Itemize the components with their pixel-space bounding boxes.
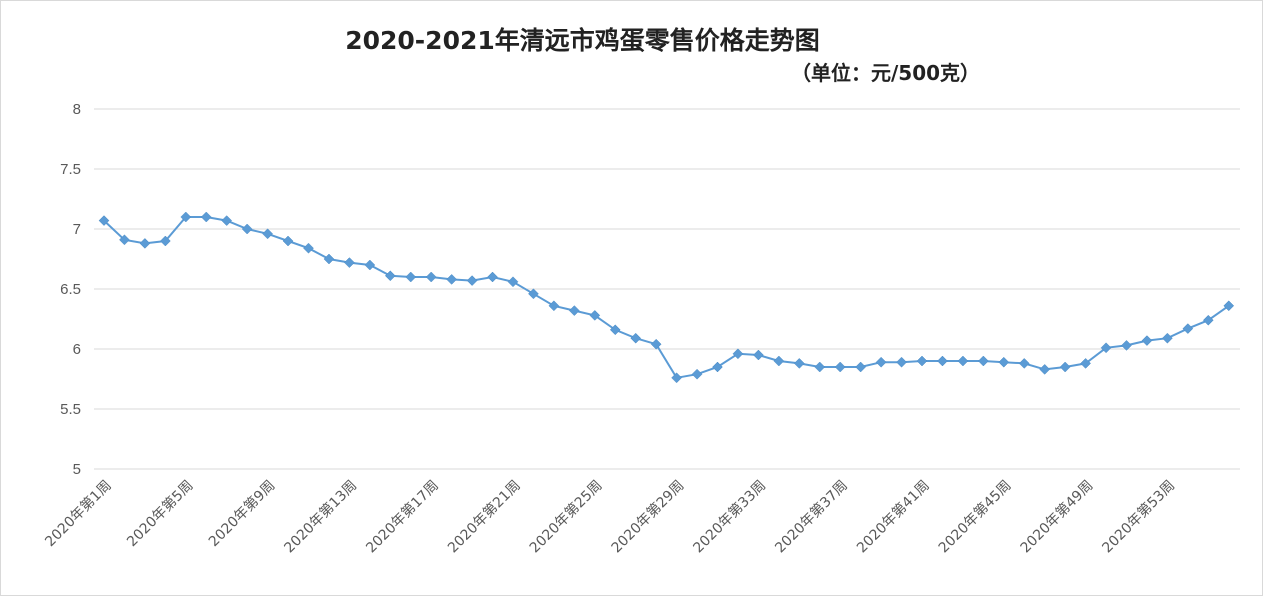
x-tick-label: 2020年第13周 xyxy=(281,477,361,557)
x-tick-label: 2020年第33周 xyxy=(690,477,770,557)
data-point xyxy=(344,257,355,268)
data-point xyxy=(425,271,437,283)
x-tick-label: 2020年第29周 xyxy=(608,477,688,557)
x-tick-label: 2020年第41周 xyxy=(853,477,933,557)
data-point xyxy=(507,276,519,288)
x-tick-label: 2020年第21周 xyxy=(444,477,524,557)
data-point xyxy=(548,300,560,312)
y-tick-label: 5.5 xyxy=(60,401,81,418)
chart-subtitle: （单位：元/500克） xyxy=(791,61,981,85)
data-point xyxy=(834,361,846,373)
data-point xyxy=(98,215,110,226)
series-egg-price xyxy=(98,211,1235,384)
data-point xyxy=(650,338,662,350)
data-point xyxy=(303,242,314,254)
data-point xyxy=(875,356,887,368)
data-point xyxy=(528,288,539,300)
data-point xyxy=(1182,323,1194,334)
x-tick-label: 2020年第17周 xyxy=(363,477,443,557)
data-point xyxy=(487,271,498,283)
data-point xyxy=(568,305,580,316)
data-point xyxy=(1080,358,1091,369)
data-point xyxy=(773,355,785,367)
chart-title: 2020-2021年清远市鸡蛋零售价格走势图 xyxy=(345,26,820,55)
data-point xyxy=(139,238,151,249)
data-point xyxy=(937,355,948,367)
data-point xyxy=(1039,364,1051,375)
x-axis-ticks: 2020年第1周 2020年第5周 2020年第9周 2020年第13周 2020年第1… xyxy=(42,477,1179,557)
data-point xyxy=(671,372,682,384)
x-tick-label: 2020年第53周 xyxy=(1099,477,1179,557)
x-tick-label: 2020年第5周 xyxy=(123,477,196,550)
y-tick-label: 6 xyxy=(73,341,81,358)
data-point xyxy=(691,368,703,380)
data-point xyxy=(1202,314,1214,326)
data-point xyxy=(262,228,273,240)
data-point xyxy=(753,349,764,361)
data-point xyxy=(916,355,928,367)
data-point xyxy=(180,211,192,223)
data-point xyxy=(1059,361,1071,373)
data-point xyxy=(814,361,826,373)
data-point xyxy=(159,235,171,247)
y-tick-label: 7.5 xyxy=(60,161,81,178)
gridlines xyxy=(94,108,1240,470)
x-tick-label: 2020年第37周 xyxy=(772,477,852,557)
data-point xyxy=(977,355,989,367)
data-point xyxy=(732,348,744,360)
y-tick-label: 5 xyxy=(73,461,81,478)
data-point xyxy=(241,223,253,235)
data-point xyxy=(1121,340,1132,351)
data-point xyxy=(364,259,376,271)
y-tick-label: 6.5 xyxy=(60,281,81,298)
data-point xyxy=(589,310,601,321)
series-line xyxy=(103,216,1230,379)
data-point xyxy=(384,270,396,282)
data-point xyxy=(405,271,417,283)
data-point xyxy=(466,275,478,286)
data-point xyxy=(712,361,723,373)
data-point xyxy=(282,235,294,247)
data-point xyxy=(793,358,805,369)
x-tick-label: 2020年第9周 xyxy=(205,477,278,550)
data-point xyxy=(630,332,642,344)
data-point xyxy=(323,253,335,265)
y-tick-label: 7 xyxy=(73,221,81,238)
x-tick-label: 2020年第1周 xyxy=(42,477,115,550)
y-tick-label: 8 xyxy=(73,101,81,118)
x-tick-label: 2020年第49周 xyxy=(1017,477,1097,557)
x-tick-label: 2020年第45周 xyxy=(935,477,1015,557)
data-point xyxy=(1141,335,1153,346)
data-point xyxy=(200,211,212,223)
data-point xyxy=(896,356,907,368)
data-point xyxy=(957,355,969,367)
data-point xyxy=(1100,342,1112,354)
data-point xyxy=(1018,358,1030,369)
data-point xyxy=(998,356,1010,368)
x-tick-label: 2020年第25周 xyxy=(526,477,606,557)
data-point xyxy=(855,361,867,373)
data-point xyxy=(609,324,621,336)
data-point xyxy=(221,215,233,226)
y-axis-ticks: 5 5.5 6 6.5 7 7.5 8 xyxy=(60,101,81,478)
data-point xyxy=(119,234,130,246)
data-point xyxy=(1223,300,1235,312)
data-point xyxy=(1162,332,1173,344)
data-point xyxy=(446,274,458,285)
